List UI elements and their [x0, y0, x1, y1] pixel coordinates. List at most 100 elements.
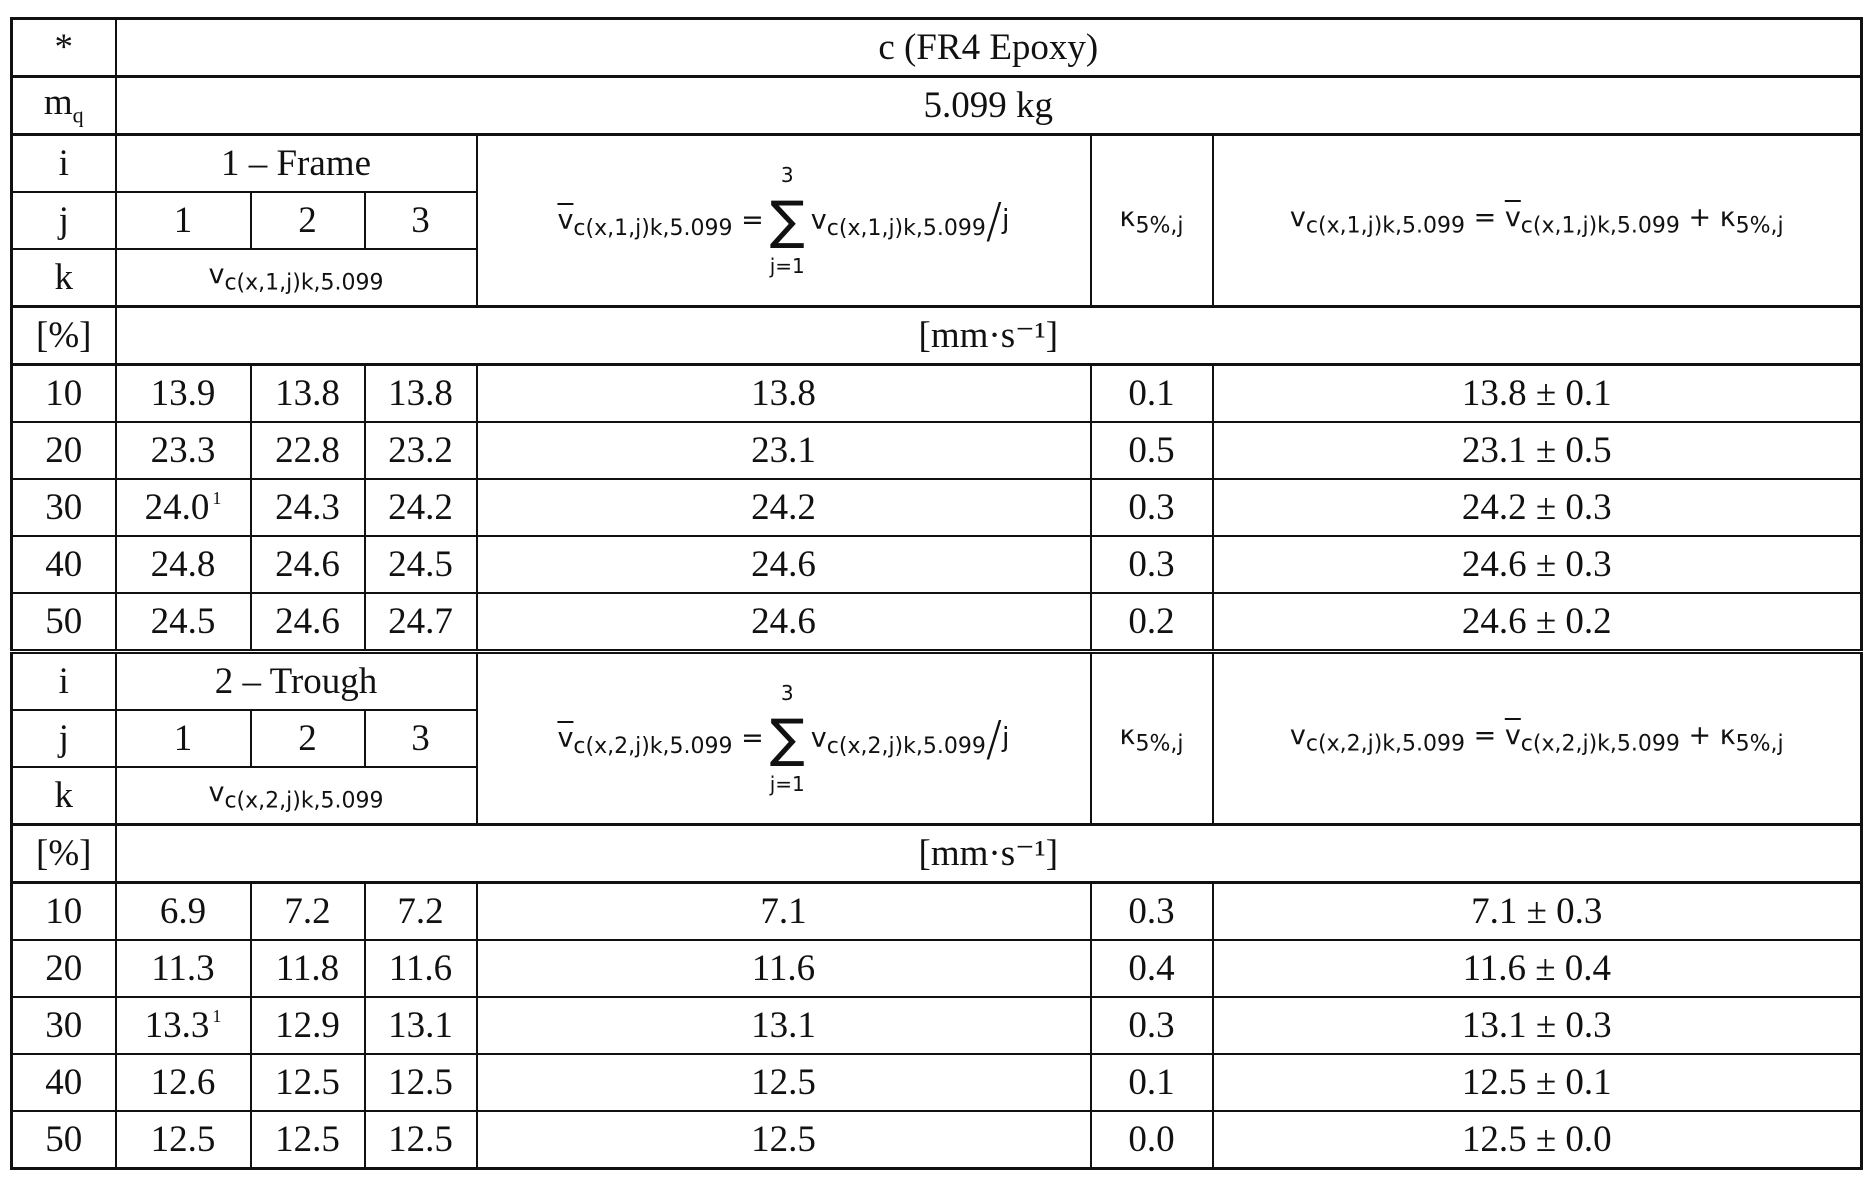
j-col-header: 1 [114, 709, 252, 768]
v-value: 13.8 [249, 363, 366, 423]
result-formula: vc(x,1,j)k,5.099 = vc(x,1,j)k,5.099 + κ5… [1211, 133, 1863, 308]
v-value: 7.2 [363, 881, 478, 941]
mean-value: 13.1 [475, 996, 1092, 1055]
v-value: 24.5 [363, 535, 478, 594]
v-value: 24.3 [249, 478, 366, 537]
table-row: 40 12.6 12.5 12.5 12.5 0.1 12.5 ± 0.1 [10, 1053, 1863, 1112]
kappa-value: 0.2 [1089, 592, 1214, 653]
v-value: 24.5 [114, 592, 252, 653]
mean-value: 11.6 [475, 939, 1092, 998]
pct-unit: [%] [10, 823, 117, 884]
star-cell: * [10, 17, 117, 78]
speed-unit: [mm·s⁻¹] [114, 305, 1863, 366]
table-row: 10 13.9 13.8 13.8 13.8 0.1 13.8 ± 0.1 [10, 363, 1863, 423]
kappa-header: κ5%,j [1089, 649, 1214, 826]
v-value: 13.8 [363, 363, 478, 423]
v-value: 12.5 [249, 1110, 366, 1170]
sum-lower: j=1 [769, 771, 805, 796]
table-row: 20 23.3 22.8 23.2 23.1 0.5 23.1 ± 0.5 [10, 421, 1863, 480]
j-col-header: 3 [363, 191, 478, 250]
result-value: 13.1 ± 0.3 [1211, 996, 1863, 1055]
table-row: 30 24.0 1 24.3 24.2 24.2 0.3 24.2 ± 0.3 [10, 478, 1863, 537]
table-row: 20 11.3 11.8 11.6 11.6 0.4 11.6 ± 0.4 [10, 939, 1863, 998]
v-value: 24.6 [249, 535, 366, 594]
result-value: 23.1 ± 0.5 [1211, 421, 1863, 480]
mean-formula: vc(x,1,j)k,5.099 = 3 ∑ j=1 vc(x,1,j)k,5.099/… [475, 133, 1092, 308]
j-col-header: 1 [114, 191, 252, 250]
v-value: 13.3 1 [114, 996, 252, 1055]
kappa-value: 0.3 [1089, 996, 1214, 1055]
mean-value: 24.6 [475, 535, 1092, 594]
result-value: 13.8 ± 0.1 [1211, 363, 1863, 423]
sum-upper: 3 [780, 162, 794, 187]
v-value: 11.3 [114, 939, 252, 998]
footnote-mark: 1 [212, 1006, 222, 1026]
result-value: 12.5 ± 0.0 [1211, 1110, 1863, 1170]
mass-value: 5.099 kg [114, 75, 1863, 136]
mean-value: 13.8 [475, 363, 1092, 423]
k-label: k [10, 248, 117, 308]
j-col-header: 2 [249, 191, 366, 250]
mean-value: 7.1 [475, 881, 1092, 941]
v-value: 7.2 [249, 881, 366, 941]
v-value: 12.6 [114, 1053, 252, 1112]
v-header: vc(x,2,j)k,5.099 [114, 766, 478, 826]
mean-value: 24.6 [475, 592, 1092, 653]
v-value: 12.5 [363, 1053, 478, 1112]
result-value: 11.6 ± 0.4 [1211, 939, 1863, 998]
k-value: 10 [10, 363, 117, 423]
v-value: 24.7 [363, 592, 478, 653]
table-row: 30 13.3 1 12.9 13.1 13.1 0.3 13.1 ± 0.3 [10, 996, 1863, 1055]
mean-value: 12.5 [475, 1053, 1092, 1112]
v-value: 24.8 [114, 535, 252, 594]
v-value: 23.2 [363, 421, 478, 480]
k-value: 20 [10, 421, 117, 480]
v-value: 11.8 [249, 939, 366, 998]
table-row: 50 24.5 24.6 24.7 24.6 0.2 24.6 ± 0.2 [10, 592, 1863, 653]
v-value: 12.9 [249, 996, 366, 1055]
result-value: 24.2 ± 0.3 [1211, 478, 1863, 537]
v-value: 11.6 [363, 939, 478, 998]
k-value: 10 [10, 881, 117, 941]
kappa-value: 0.5 [1089, 421, 1214, 480]
v-value: 24.6 [249, 592, 366, 653]
kappa-value: 0.0 [1089, 1110, 1214, 1170]
sum-sign: ∑ [769, 190, 805, 251]
mean-value: 12.5 [475, 1110, 1092, 1170]
kappa-value: 0.3 [1089, 478, 1214, 537]
sum-symbol: 3 ∑ j=1 [770, 163, 805, 279]
v-value: 24.2 [363, 478, 478, 537]
mass-label: mq [10, 75, 117, 136]
v-value: 22.8 [249, 421, 366, 480]
sum-sign: ∑ [769, 708, 805, 769]
kappa-value: 0.1 [1089, 363, 1214, 423]
v-value: 12.5 [114, 1110, 252, 1170]
j-col-header: 3 [363, 709, 478, 768]
kappa-value: 0.4 [1089, 939, 1214, 998]
kappa-value: 0.3 [1089, 535, 1214, 594]
footnote-mark: 1 [212, 488, 222, 508]
section-title: 1 – Frame [114, 133, 478, 193]
result-value: 24.6 ± 0.3 [1211, 535, 1863, 594]
table-row: 50 12.5 12.5 12.5 12.5 0.0 12.5 ± 0.0 [10, 1110, 1863, 1170]
kappa-header: κ5%,j [1089, 133, 1214, 308]
v-value: 12.5 [363, 1110, 478, 1170]
v-header: vc(x,1,j)k,5.099 [114, 248, 478, 308]
result-value: 12.5 ± 0.1 [1211, 1053, 1863, 1112]
v-value: 24.0 1 [114, 478, 252, 537]
mean-value: 24.2 [475, 478, 1092, 537]
result-value: 7.1 ± 0.3 [1211, 881, 1863, 941]
mean-value: 23.1 [475, 421, 1092, 480]
pct-unit: [%] [10, 305, 117, 366]
sum-lower: j=1 [769, 253, 805, 278]
kappa-value: 0.3 [1089, 881, 1214, 941]
k-value: 40 [10, 1053, 117, 1112]
sum-upper: 3 [780, 680, 794, 705]
j-label: j [10, 709, 117, 768]
k-label: k [10, 766, 117, 826]
material-cell: c (FR4 Epoxy) [114, 17, 1863, 78]
k-value: 20 [10, 939, 117, 998]
k-value: 40 [10, 535, 117, 594]
result-value: 24.6 ± 0.2 [1211, 592, 1863, 653]
